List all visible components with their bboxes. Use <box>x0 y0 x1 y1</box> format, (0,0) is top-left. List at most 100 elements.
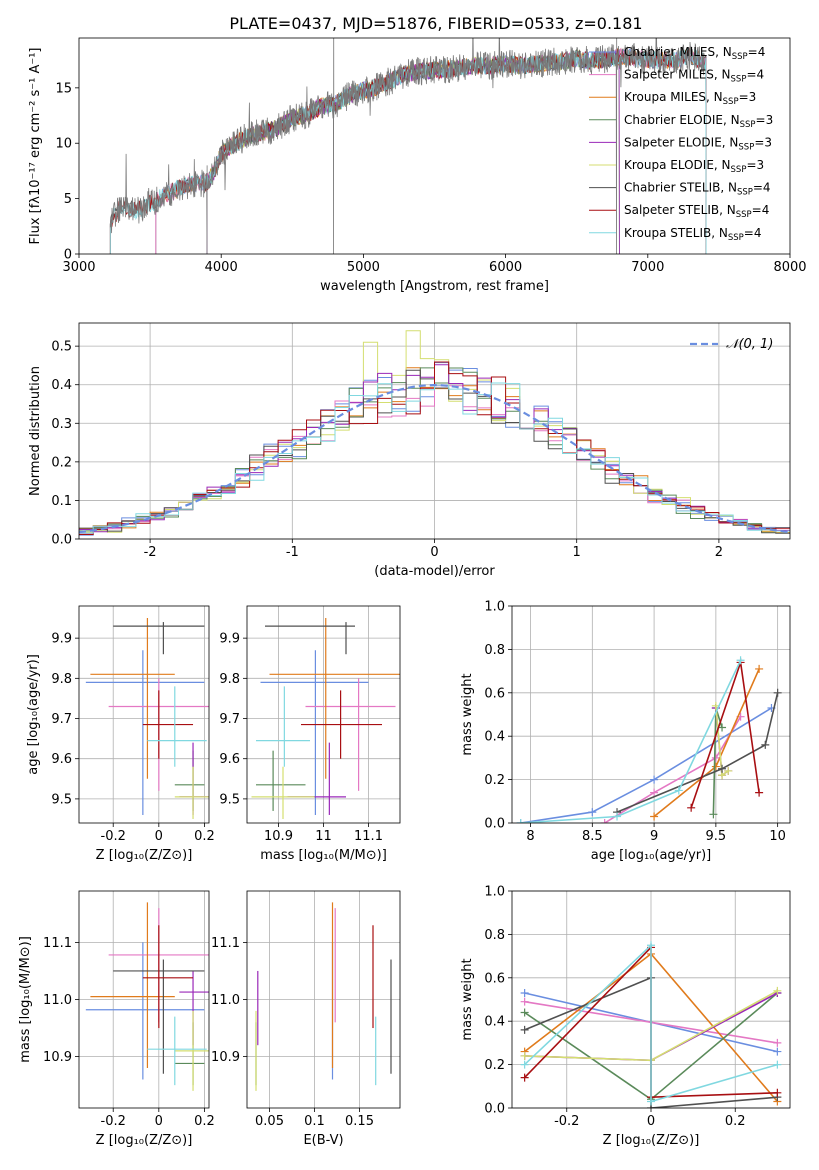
x-tick-label: 0.2 <box>194 829 215 844</box>
y-tick-label: 0.4 <box>484 1015 505 1030</box>
legend-subscript: SSP <box>731 165 747 175</box>
weight-vs-Z-frame: -0.2 0 0.2 0.0 0.2 0.4 0.6 0.8 1.0 Z [log₁₀(Z/Z⊙)… <box>460 885 791 1148</box>
fit-errorbar <box>174 1022 205 1086</box>
legend-entry: Chabrier ELODIE, NSSP=3 <box>624 113 773 130</box>
residuals-axes: -2 -1 0 1 2 0.0 0.1 0.2 0.3 0.4 0.5 (data-model)/er… <box>28 322 791 579</box>
y-tick-label: 0 <box>64 248 72 263</box>
fit-errorbar <box>85 942 205 1080</box>
mass-weight-series <box>520 941 782 1106</box>
legend-label: Kroupa STELIB, N <box>624 226 728 240</box>
legend-subscript: SSP <box>738 142 754 152</box>
age-vs-Z-frame-box <box>78 605 210 824</box>
normal-distribution-curve <box>79 383 790 534</box>
x-tick-label: 1 <box>573 545 581 560</box>
y-tick-label: 0.4 <box>51 378 72 393</box>
x-tick-label: 3000 <box>62 260 95 275</box>
x-tick-label: 11.1 <box>354 829 383 844</box>
mass-weight-marker <box>647 1097 655 1106</box>
y-tick-label: 9.7 <box>51 712 72 727</box>
mass-weight-series <box>516 656 745 823</box>
legend-label: Kroupa ELODIE, N <box>624 158 731 172</box>
fit-errorbar <box>251 766 315 819</box>
age-vs-Z-frame: -0.2 0 0.2 9.5 9.6 9.7 9.8 9.9 Z [log₁₀(Z/Z⊙)] ag… <box>26 605 215 863</box>
figure-title: PLATE=0437, MJD=51876, FIBERID=0533, z=0… <box>229 14 642 33</box>
mass-vs-ebv-frame: 0.05 0.1 0.15 10.9 11.0 11.1 E(B-V) <box>211 890 401 1148</box>
x-tick-label: 0.2 <box>194 1114 215 1129</box>
legend-value: =3 <box>739 90 757 104</box>
y-tick-label: 0.2 <box>484 1058 505 1073</box>
legend-entry: Kroupa MILES, NSSP=3 <box>624 90 756 107</box>
y-tick-label: 0.2 <box>51 455 72 470</box>
age-vs-mass-plot-area <box>251 618 400 819</box>
mass-weight-marker <box>711 753 720 762</box>
legend-subscript: SSP <box>723 97 739 107</box>
legend-entry: Kroupa ELODIE, NSSP=3 <box>624 158 764 175</box>
y-tick-label: 10.9 <box>43 1050 72 1065</box>
x-tick-label: 8.5 <box>582 829 603 844</box>
y-tick-label: 0.8 <box>484 928 505 943</box>
x-tick-label: 0.1 <box>304 1114 325 1129</box>
weight-vs-Z-x-axis-label: Z [log₁₀(Z/Z⊙)] <box>603 1133 700 1148</box>
mass-vs-ebv-axes: 0.05 0.1 0.15 10.9 11.0 11.1 E(B-V) <box>211 890 401 1148</box>
x-tick-label: 0 <box>155 829 163 844</box>
y-tick-label: 5 <box>64 192 72 207</box>
y-tick-label: 9.5 <box>51 792 72 807</box>
legend-entry: Salpeter ELODIE, NSSP=3 <box>624 135 772 152</box>
mass-weight-marker <box>755 664 764 673</box>
fit-errorbar <box>301 690 382 759</box>
legend-entry: Chabrier MILES, NSSP=4 <box>624 45 765 62</box>
y-tick-label: 9.7 <box>219 712 240 727</box>
mass-weight-marker <box>674 786 683 795</box>
mass-weight-marker <box>520 988 529 997</box>
age-vs-Z-y-axis-label: age [log₁₀(age/yr)] <box>26 654 41 775</box>
legend-subscript: SSP <box>731 75 747 85</box>
mass-weight-marker <box>709 810 718 819</box>
y-tick-label: 0.0 <box>51 533 72 548</box>
y-tick-label: 11.1 <box>43 936 72 951</box>
mass-weight-marker <box>520 1008 529 1017</box>
weight-vs-age-y-axis-label: mass weight <box>460 673 475 755</box>
y-tick-label: 11.1 <box>211 936 240 951</box>
y-tick-label: 0.0 <box>484 817 505 832</box>
mass-vs-ebv-grid <box>247 891 400 1108</box>
mass-vs-ebv-plot-area <box>255 902 392 1091</box>
x-tick-label: -0.2 <box>101 1114 126 1129</box>
mass-weight-line <box>616 692 779 813</box>
mass-weight-marker <box>613 812 622 821</box>
mass-weight-line <box>690 662 760 809</box>
x-tick-label: 2 <box>715 545 723 560</box>
fit-errorbar <box>90 618 175 779</box>
fit-errorbar <box>269 618 400 779</box>
y-tick-label: 9.9 <box>51 632 72 647</box>
fit-errorbar <box>85 650 205 815</box>
legend-value: =3 <box>756 113 774 127</box>
legend-label: Salpeter STELIB, N <box>624 203 736 217</box>
x-tick-label: -2 <box>144 545 157 560</box>
mass-vs-Z-grid <box>79 891 209 1108</box>
spectrum-x-axis-label: wavelength [Angstrom, rest frame] <box>320 279 549 294</box>
x-tick-label: 0.15 <box>345 1114 374 1129</box>
mass-weight-marker <box>773 1088 782 1097</box>
y-tick-label: 0.0 <box>484 1102 505 1117</box>
mass-weight-marker <box>718 764 727 773</box>
fit-errorbar <box>147 1016 207 1086</box>
residuals-grid <box>79 323 790 540</box>
legend-label: Kroupa MILES, N <box>624 90 723 104</box>
y-tick-label: 0.1 <box>51 494 72 509</box>
mass-vs-Z-axes: -0.2 0 0.2 10.9 11.0 11.1 Z [log₁₀(Z/Z⊙)] mass … <box>18 890 215 1148</box>
age-vs-Z-plot-area <box>85 618 209 819</box>
y-tick-label: 0.4 <box>484 730 505 745</box>
mass-weight-marker <box>647 941 655 950</box>
mass-weight-series <box>687 658 764 812</box>
legend-subscript: SSP <box>736 210 752 220</box>
y-tick-label: 1.0 <box>484 885 505 900</box>
mass-weight-marker <box>650 775 659 784</box>
y-tick-label: 9.8 <box>219 672 240 687</box>
mass-weight-marker <box>520 1051 529 1060</box>
mass-weight-marker <box>520 1073 529 1082</box>
mass-weight-line <box>520 659 742 823</box>
fit-errorbar <box>260 650 369 815</box>
mass-weight-marker <box>755 788 764 797</box>
